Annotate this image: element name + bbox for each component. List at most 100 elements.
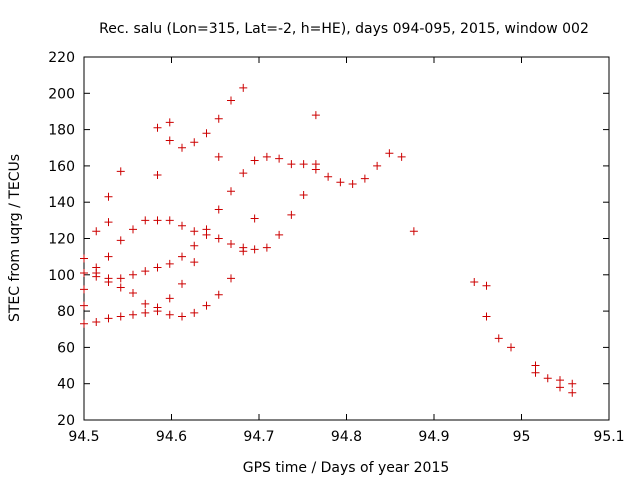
data-point (227, 187, 235, 196)
data-point (373, 161, 382, 170)
x-tick-label: 94.6 (156, 429, 187, 445)
x-tick-label: 94.9 (418, 429, 449, 445)
y-tick-label: 220 (48, 50, 75, 66)
data-point (153, 216, 162, 225)
data-point (239, 83, 248, 92)
y-tick-label: 80 (57, 304, 75, 320)
data-point (202, 301, 211, 310)
x-tick-label: 95.1 (593, 429, 624, 445)
data-point (227, 96, 235, 105)
y-tick-label: 120 (48, 232, 75, 248)
data-point (299, 160, 308, 169)
data-point (129, 225, 137, 234)
data-point (141, 299, 150, 308)
y-axis-label: STEC from uqrg / TECUs (7, 154, 23, 322)
data-point (190, 308, 199, 317)
data-point (470, 278, 479, 287)
data-point (190, 241, 199, 250)
data-point (482, 312, 491, 321)
data-point (165, 294, 174, 303)
data-point (153, 307, 162, 316)
data-point (80, 268, 88, 277)
data-point (299, 190, 308, 199)
y-tick-label: 140 (48, 195, 75, 211)
data-point (190, 258, 199, 267)
y-tick-label: 200 (48, 86, 75, 102)
data-point (129, 288, 137, 297)
x-axis-label: GPS time / Days of year 2015 (243, 460, 450, 476)
data-point (482, 281, 491, 290)
data-point (165, 216, 174, 225)
data-point (141, 216, 150, 225)
data-point (556, 383, 564, 392)
data-point (190, 227, 199, 236)
data-point (153, 170, 162, 179)
data-point (262, 243, 271, 252)
data-point (250, 245, 259, 254)
data-point (311, 111, 320, 120)
data-point (116, 283, 125, 292)
y-tick-label: 160 (48, 159, 75, 175)
data-point (178, 312, 186, 321)
data-point (568, 379, 577, 388)
data-point (165, 136, 174, 145)
data-point (287, 210, 296, 219)
data-point (556, 376, 564, 385)
x-tick-label: 94.5 (68, 429, 99, 445)
data-point (250, 156, 259, 165)
y-tick-label: 60 (57, 340, 75, 356)
data-point (311, 165, 320, 174)
data-point (116, 236, 125, 245)
x-tick-label: 94.7 (243, 429, 274, 445)
data-point (287, 160, 296, 169)
data-point (178, 252, 186, 261)
data-point (165, 118, 174, 127)
x-axis: 94.5 94.6 94.7 94.8 94.9 95 95.1 (68, 57, 625, 445)
data-point (92, 317, 101, 326)
y-tick-label: 180 (48, 123, 75, 139)
x-tick-label: 94.8 (331, 429, 362, 445)
data-point (214, 290, 223, 299)
data-point (214, 205, 223, 214)
data-point (153, 123, 162, 132)
data-point (104, 314, 113, 323)
data-point (568, 388, 577, 397)
data-point (227, 239, 235, 248)
y-tick-label: 100 (48, 268, 75, 284)
data-point (336, 178, 345, 187)
data-point (141, 308, 150, 317)
data-point (202, 230, 211, 239)
data-point (348, 180, 357, 189)
data-point (178, 143, 186, 152)
plot-frame (83, 56, 610, 421)
data-point (262, 152, 271, 161)
data-point (129, 270, 137, 279)
data-point (153, 263, 162, 272)
data-point (80, 301, 88, 310)
data-point (116, 274, 125, 283)
data-point (80, 319, 88, 328)
data-point (275, 230, 284, 239)
data-point (104, 192, 113, 201)
data-points (80, 83, 577, 397)
data-point (531, 361, 540, 370)
data-point (507, 343, 515, 352)
y-tick-label: 40 (57, 377, 75, 393)
data-point (397, 152, 406, 161)
data-point (275, 154, 284, 163)
data-point (324, 172, 333, 181)
data-point (202, 129, 211, 138)
data-point (92, 272, 101, 281)
data-point (214, 152, 223, 161)
y-tick-label: 20 (57, 413, 75, 429)
data-point (141, 267, 150, 276)
data-point (494, 334, 503, 343)
data-point (92, 227, 101, 236)
data-point (250, 214, 259, 223)
data-point (116, 167, 125, 176)
data-point (360, 174, 369, 183)
data-point (227, 274, 235, 283)
data-point (80, 254, 88, 263)
data-point (190, 138, 199, 147)
x-tick-label: 95 (513, 429, 531, 445)
